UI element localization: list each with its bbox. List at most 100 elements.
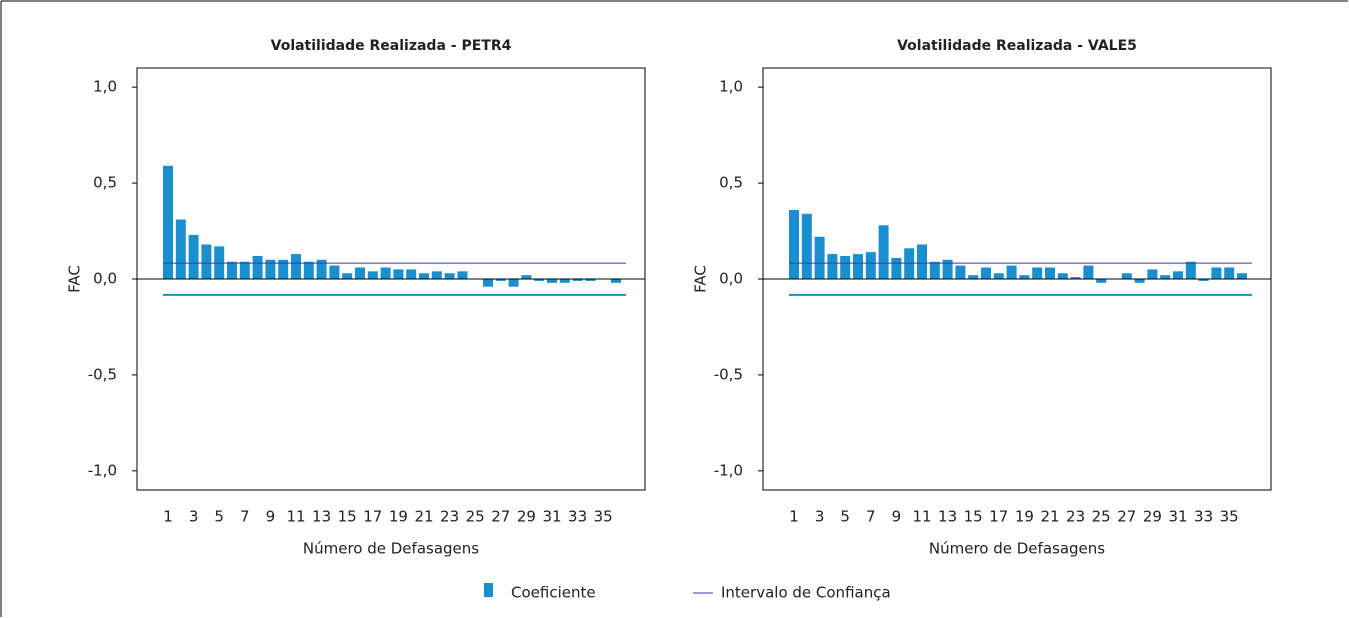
y-tick-label: 0,5 [93, 174, 117, 192]
bar [239, 261, 250, 279]
x-axis-label: Número de Defasagens [929, 540, 1105, 558]
x-tick-label: 31 [542, 508, 561, 526]
x-tick-label: 33 [568, 508, 587, 526]
x-tick-label: 35 [1220, 508, 1239, 526]
y-tick-label: 1,0 [719, 78, 743, 96]
bar [1237, 273, 1247, 279]
legend-label: Coeficiente [511, 584, 596, 602]
bar [878, 225, 889, 279]
x-tick-label: 11 [912, 508, 931, 526]
x-tick-label: 3 [815, 508, 825, 526]
bar [521, 275, 532, 279]
x-tick-label: 21 [414, 508, 433, 526]
x-tick-label: 11 [286, 508, 305, 526]
bar [827, 254, 838, 279]
bar [342, 273, 353, 279]
bar [1006, 265, 1017, 279]
bar [955, 265, 966, 279]
x-tick-label: 19 [1015, 508, 1034, 526]
x-tick-label: 33 [1194, 508, 1213, 526]
bar [1057, 273, 1068, 279]
x-tick-label: 29 [1143, 508, 1162, 526]
bar [559, 279, 570, 283]
x-tick-label: 15 [338, 508, 357, 526]
x-tick-label: 35 [594, 508, 613, 526]
x-tick-label: 19 [389, 508, 408, 526]
bar [1019, 275, 1030, 279]
x-tick-label: 15 [964, 508, 983, 526]
bar [929, 261, 940, 279]
legend-swatch [484, 583, 493, 597]
y-tick-label: -1,0 [88, 461, 117, 479]
x-tick-label: 23 [440, 508, 459, 526]
x-tick-label: 7 [240, 508, 250, 526]
bar [1083, 265, 1094, 279]
bar [814, 236, 825, 279]
bar [993, 273, 1004, 279]
x-tick-label: 9 [266, 508, 276, 526]
bar [291, 254, 301, 279]
bar [1032, 267, 1043, 279]
bar [355, 267, 365, 279]
bar [547, 279, 557, 283]
bar [917, 244, 927, 279]
bar [483, 279, 493, 287]
x-tick-label: 17 [363, 508, 382, 526]
bar [1096, 279, 1107, 283]
bar [1070, 277, 1081, 279]
bar [611, 279, 621, 283]
bar [495, 279, 506, 281]
bar [188, 234, 199, 279]
x-tick-label: 13 [312, 508, 331, 526]
bar [393, 269, 404, 279]
x-tick-label: 1 [163, 508, 173, 526]
bar [1160, 275, 1171, 279]
bar [534, 279, 545, 281]
bar [1173, 271, 1183, 279]
bar [1134, 279, 1145, 283]
bar [942, 259, 953, 279]
bar [853, 254, 863, 279]
bar [367, 271, 378, 279]
bar [904, 248, 915, 279]
bar [891, 257, 902, 279]
x-tick-label: 23 [1066, 508, 1085, 526]
bar [278, 259, 289, 279]
bar [265, 259, 276, 279]
bar [1198, 279, 1209, 281]
x-tick-label: 27 [491, 508, 510, 526]
bar [175, 219, 186, 279]
bar [572, 279, 583, 281]
x-tick-label: 27 [1117, 508, 1136, 526]
bar [1211, 267, 1222, 279]
x-axis-label: Número de Defasagens [303, 540, 479, 558]
x-tick-label: 25 [466, 508, 485, 526]
chart-title: Volatilidade Realizada - VALE5 [897, 38, 1137, 54]
bar [316, 259, 327, 279]
x-tick-label: 9 [892, 508, 902, 526]
bar [1185, 261, 1196, 279]
legend-label: Intervalo de Confiança [721, 584, 891, 602]
x-tick-label: 13 [938, 508, 957, 526]
x-tick-label: 25 [1092, 508, 1111, 526]
bar [1045, 267, 1055, 279]
y-axis-label: FAC [692, 265, 710, 293]
bar [163, 165, 173, 279]
x-tick-label: 1 [789, 508, 799, 526]
bar [585, 279, 596, 281]
bar [227, 261, 237, 279]
bar [380, 267, 391, 279]
x-tick-label: 3 [189, 508, 199, 526]
bar [981, 267, 991, 279]
y-tick-label: 1,0 [93, 78, 117, 96]
bar [252, 255, 263, 279]
bar [444, 273, 455, 279]
y-tick-label: 0,0 [93, 270, 117, 288]
y-tick-label: 0,0 [719, 270, 743, 288]
bar [789, 209, 799, 279]
bar [968, 275, 979, 279]
bar [329, 265, 340, 279]
bar [840, 255, 851, 279]
bar [1121, 273, 1132, 279]
